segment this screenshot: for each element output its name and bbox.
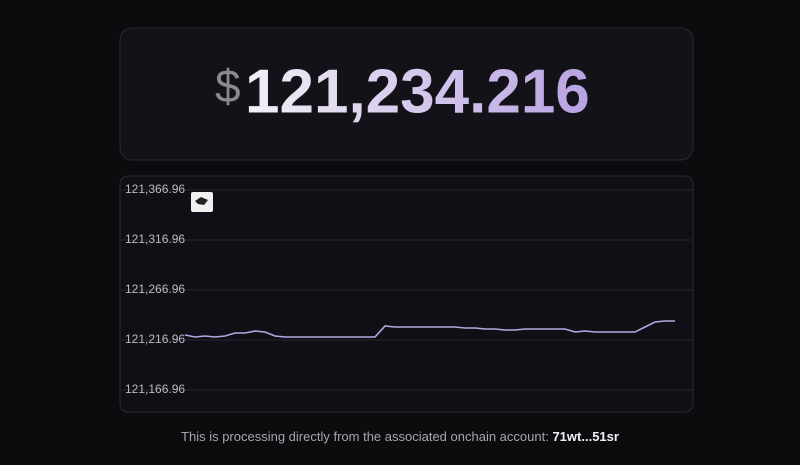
y-tick-label: 121,266.96 <box>125 282 185 296</box>
logo-glyph <box>195 197 208 205</box>
currency-symbol: $ <box>215 60 241 112</box>
chart-card <box>119 175 694 413</box>
footer: This is processing directly from the ass… <box>181 429 619 444</box>
price-card <box>119 27 694 161</box>
footer-text: This is processing directly from the ass… <box>181 429 549 444</box>
y-tick-label: 121,366.96 <box>125 182 185 196</box>
price-amount: 121,234.216 <box>245 57 590 126</box>
plot: 121,166.96 121,216.96 121,266.96 121,316.96… <box>121 182 692 396</box>
y-tick-label: 121,166.96 <box>125 382 185 396</box>
account-id: 71wt...51sr <box>552 429 619 444</box>
price-line <box>184 320 675 338</box>
y-tick-label: 121,316.96 <box>125 232 185 246</box>
y-tick-label: 121,216.96 <box>125 332 185 346</box>
